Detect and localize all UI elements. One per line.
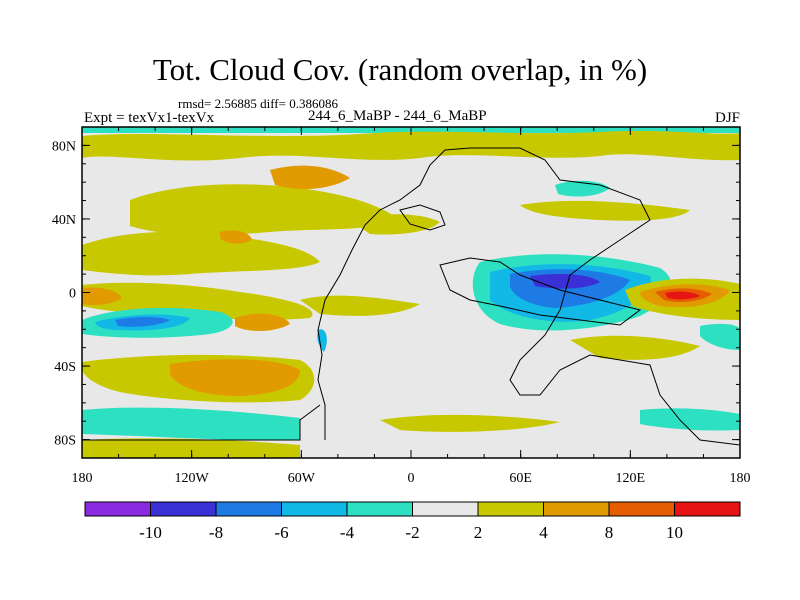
y-axis: 80N 40N 0 40S 80S	[52, 126, 740, 459]
colorbar: -10 -8 -6 -4 -2 2 4 8 10	[84, 501, 741, 542]
x-tick-label: 180	[72, 471, 93, 486]
field-s-pacific-deep	[115, 317, 170, 327]
field-e-pacific-cyan	[700, 323, 740, 350]
x-tick-label: 180	[730, 471, 751, 486]
field-mid-lat-positive	[82, 231, 320, 276]
field-atlantic-positive	[300, 295, 420, 316]
field-arctic-positive	[82, 130, 740, 161]
coastline-europe	[399, 204, 446, 231]
field-eq-orange	[82, 287, 122, 306]
colorbar-swatch	[84, 501, 151, 517]
field-mid-lat-orange	[220, 230, 252, 244]
colorbar-label: 8	[605, 523, 614, 542]
field-w-pacific-max	[665, 291, 700, 300]
colorbar-swatch	[674, 501, 741, 517]
season-label: DJF	[714, 110, 740, 126]
colorbar-swatch	[608, 501, 675, 517]
experiment-label: Expt = texVx1-texVx	[84, 110, 215, 126]
x-tick-label: 120E	[616, 471, 646, 486]
x-tick-label: 60W	[288, 471, 316, 486]
field-s-antarctic-cyan	[640, 408, 740, 431]
colorbar-label: -2	[405, 523, 419, 542]
field-s-pacific-orange	[235, 313, 290, 331]
y-tick-label: 40N	[52, 213, 76, 228]
field-s-indian-positive	[570, 335, 700, 360]
case-label: 244_6_MaBP - 244_6_MaBP	[308, 108, 487, 124]
colorbar-label: -6	[274, 523, 288, 542]
colorbar-swatch	[543, 501, 610, 517]
coastlines	[82, 147, 740, 446]
colorbar-label: -4	[340, 523, 355, 542]
coastline-main	[317, 147, 740, 446]
colorbar-swatch	[477, 501, 544, 517]
field-s-atlantic-positive	[380, 414, 560, 432]
x-tick-label: 0	[408, 471, 415, 486]
colorbar-label: -10	[139, 523, 162, 542]
field-europe-positive	[350, 214, 440, 235]
y-tick-label: 80N	[52, 139, 76, 154]
y-tick-label: 40S	[54, 360, 76, 375]
y-tick-label: 80S	[54, 434, 76, 449]
stats-text: rmsd= 2.56885 diff= 0.386086	[178, 96, 338, 111]
colorbar-label: 2	[474, 523, 483, 542]
chart-title: Tot. Cloud Cov. (random overlap, in %)	[152, 52, 648, 87]
x-tick-label: 60E	[509, 471, 532, 486]
field-antarctic-cyan	[82, 407, 300, 441]
colorbar-swatch	[215, 501, 282, 517]
field-n-atlantic-positive	[130, 184, 400, 236]
field-layer	[82, 127, 740, 458]
colorbar-label: 4	[539, 523, 548, 542]
field-n-atlantic-orange	[270, 165, 350, 190]
coastline-arabia-india	[439, 257, 642, 326]
x-tick-label: 120W	[175, 471, 210, 486]
colorbar-label: 10	[666, 523, 683, 542]
colorbar-swatch	[150, 501, 217, 517]
x-axis: 180 120W 60W 0 60E 120E 180	[72, 127, 751, 486]
coastline-antarctic	[82, 404, 321, 441]
colorbar-label: -8	[209, 523, 223, 542]
y-tick-label: 0	[69, 287, 76, 302]
colorbar-swatch	[412, 501, 479, 517]
field-antarctic-positive	[82, 438, 300, 458]
field-southern-orange	[170, 359, 300, 396]
colorbar-swatch	[281, 501, 348, 517]
field-brazil-blue	[317, 329, 327, 352]
colorbar-swatch	[346, 501, 413, 517]
